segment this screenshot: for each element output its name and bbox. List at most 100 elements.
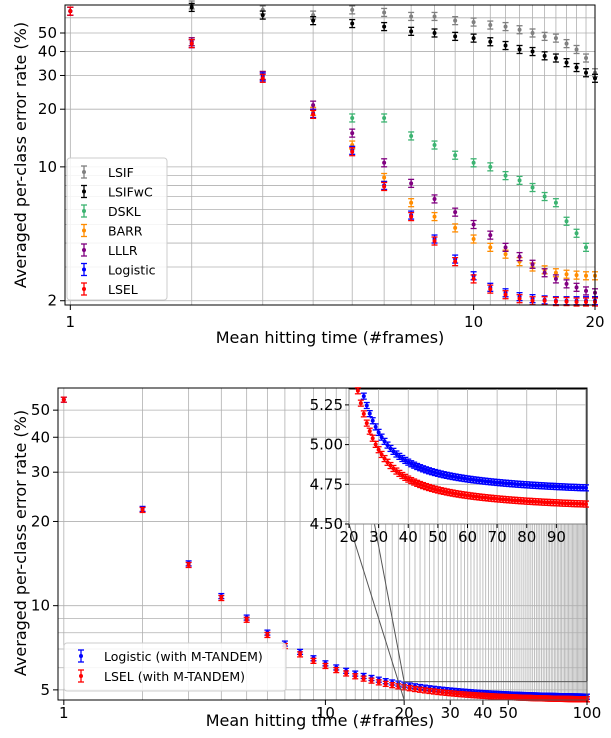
bottom-xtick-label: 50 [499,704,518,722]
bottom-point [462,692,467,697]
top-point [350,21,355,26]
bottom-point [472,693,477,698]
top-series-dskl [349,113,590,252]
inset-ytick-label: 4.75 [310,475,343,493]
top-ytick-label: 10 [38,158,57,176]
top-legend-label: LSIFwC [108,185,153,200]
inset-point [575,485,580,490]
bottom-point [465,692,470,697]
top-ytick-label: 20 [38,100,57,118]
top-legend-marker [82,209,86,213]
inset-point [584,502,588,507]
top-point [68,9,73,14]
bottom-ytick-label: 5 [40,681,50,699]
zoom-region-box [403,681,588,701]
inset-point [453,475,458,480]
bottom-point [407,686,412,691]
top-point [542,34,547,39]
top-point [189,5,194,10]
inset-point [480,495,485,500]
top-point [471,160,476,165]
top-point [311,112,316,117]
top-point [517,254,522,259]
inset-point [483,479,488,484]
top-point [409,214,414,219]
bottom-point [451,691,456,696]
inset-point [382,456,387,461]
bottom-ytick-label: 40 [31,428,50,446]
inset-point [524,482,529,487]
bottom-point [431,689,436,694]
inset-point [527,499,532,504]
inset-point [527,483,532,488]
inset-point [364,421,369,426]
top-legend-label: LSEL [108,282,138,297]
inset-point [581,501,586,506]
top-point [584,288,589,293]
bottom-ytick-label: 30 [31,463,50,481]
bottom-legend-marker [79,654,83,658]
top-point [471,276,476,281]
inset-point [515,482,520,487]
top-marks [67,0,598,307]
top-series-lsifwc [67,2,598,83]
bottom-marks [60,396,590,703]
inset-point [486,495,491,500]
inset-point [477,494,482,499]
bottom-point [436,690,441,695]
top-legend-marker [82,248,86,252]
top-point [453,259,458,264]
top-legend-marker [82,267,86,272]
bottom-point [361,676,366,681]
inset-point [370,436,375,441]
top-legend-box [66,157,168,301]
bottom-point [369,678,374,683]
inset-point [444,473,449,478]
top-point [432,239,437,244]
top-point [564,272,569,277]
inset-point [566,501,571,506]
bottom-point [459,692,464,697]
top-ytick-label: 40 [38,43,57,61]
inset-point [355,388,360,393]
inset-point [465,493,470,498]
inset-point [533,499,538,504]
inset-point [509,481,514,486]
bottom-point [219,596,224,601]
top-point [409,133,414,138]
top-ytick-label: 50 [38,24,57,42]
inset-point [524,499,529,504]
top-point [260,76,265,81]
top-point [432,196,437,201]
inset-point [367,429,372,434]
inset-point [450,474,455,479]
top-point [488,23,493,28]
top-point [350,7,355,12]
bottom-point [468,692,473,697]
bottom-legend-box [63,642,287,692]
inset-series [354,387,589,508]
bottom-xlabel: Mean hitting time (#frames) [206,711,435,730]
top-point [584,273,589,278]
top-point [530,49,535,54]
inset-point [504,497,509,502]
inset-point [495,496,500,501]
inset-point [450,491,455,496]
bottom-point [244,617,249,622]
inset-point [489,479,494,484]
inset-point [551,500,556,505]
top-point [311,18,316,23]
top-point [409,14,414,19]
inset-point [521,498,526,503]
bottom-point [376,680,381,685]
top-point [584,245,589,250]
inset-point [447,490,452,495]
inset-point [486,479,491,484]
top-point [553,276,558,281]
inset-xtick-label: 80 [517,528,536,546]
inset-point [539,500,544,505]
inset-point [530,499,535,504]
top-point [189,41,194,46]
inset-point [545,484,550,489]
inset-ytick-label: 4.50 [310,515,343,533]
